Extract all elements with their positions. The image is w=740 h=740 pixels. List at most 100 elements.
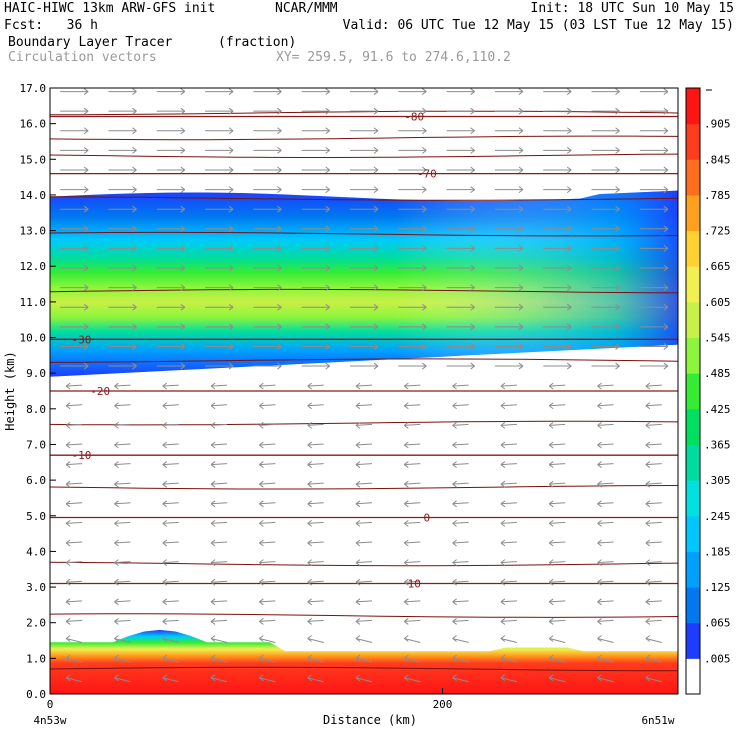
vector-arrow [114, 382, 131, 390]
vector-arrow [548, 674, 566, 683]
vector-arrow [452, 519, 469, 527]
vector-arrow [259, 559, 276, 567]
colorbar-frame [685, 87, 701, 695]
vector-arrow [500, 421, 517, 429]
vector-arrow [500, 402, 517, 410]
vector-arrow [156, 166, 186, 174]
vector-arrow [162, 635, 179, 644]
colorbar-label: .665 [704, 260, 731, 273]
vector-arrow [350, 205, 379, 213]
vector-arrow [301, 245, 330, 252]
vector-arrow [446, 362, 475, 370]
vector-arrow [156, 225, 186, 233]
vector-arrow [307, 480, 324, 488]
vector-arrow [494, 107, 524, 115]
vector-arrow [404, 480, 421, 488]
vector-arrow [404, 674, 421, 683]
theta-contour-line [50, 485, 678, 490]
vector-arrow [108, 166, 137, 174]
vector-arrow [355, 578, 373, 586]
vector-arrow [543, 166, 572, 174]
vector-arrow [500, 441, 517, 449]
vector-arrow [645, 461, 662, 468]
vector-arrow [355, 421, 373, 429]
vector-arrow [446, 264, 475, 272]
colorbar [685, 87, 701, 695]
colorbar-label: .245 [704, 510, 731, 523]
vector-arrow [307, 382, 324, 390]
theta-contour-line [50, 110, 678, 116]
x-axis-label: Distance (km) [323, 713, 417, 727]
vector-arrow [452, 559, 469, 567]
vector-arrow [350, 88, 379, 95]
vector-arrow [645, 402, 662, 410]
vector-arrow [210, 519, 228, 527]
vector-arrow [452, 635, 469, 644]
vector-arrow [398, 264, 427, 272]
vector-arrow [253, 107, 282, 115]
vector-arrow [639, 127, 669, 135]
vector-arrow [398, 205, 427, 213]
vector-arrow [307, 578, 324, 586]
vector-arrow [162, 674, 179, 683]
vector-arrow [65, 461, 83, 468]
vector-arrow [591, 343, 620, 350]
vector-arrow [253, 88, 282, 95]
colorbar-swatch [686, 480, 700, 517]
vector-arrow [210, 559, 228, 567]
vector-arrow [307, 598, 324, 606]
vector-arrow [350, 166, 379, 174]
vector-arrow [210, 402, 228, 410]
vector-arrow [591, 284, 620, 292]
theta-contour-line [50, 358, 678, 363]
vector-arrow [645, 441, 662, 449]
vector-arrow [307, 519, 324, 527]
vector-arrow [114, 441, 131, 449]
vector-arrow [259, 461, 276, 468]
vector-arrow [446, 225, 475, 233]
vector-arrow [114, 578, 131, 586]
vector-arrow [65, 539, 83, 547]
vector-arrow [350, 225, 379, 233]
vector-arrow [60, 107, 89, 115]
vector-arrow [307, 654, 324, 663]
vector-arrow [162, 539, 179, 547]
vector-arrow [597, 480, 614, 488]
vector-arrow [500, 635, 518, 644]
plot-frame [49, 87, 679, 695]
vector-arrow [591, 225, 620, 233]
vector-arrow [65, 402, 83, 410]
vector-arrow [404, 461, 421, 468]
x-tick-label: 0 [47, 698, 54, 711]
vector-arrow [543, 225, 572, 233]
vector-arrow [398, 362, 427, 370]
vector-arrow [639, 343, 669, 350]
vector-arrow [65, 441, 83, 449]
vector-arrow [156, 323, 186, 331]
theta-contour-line [50, 153, 678, 158]
y-tick-label: 4.0 [26, 545, 46, 558]
theta-contour-line [50, 613, 678, 618]
contour-label: -30 [71, 333, 91, 346]
contour-label: -80 [404, 111, 424, 124]
vector-arrow [259, 598, 276, 606]
vector-arrow [494, 323, 524, 331]
colorbar-label: .425 [704, 403, 731, 416]
vector-arrow [162, 402, 179, 410]
vector-arrow [500, 654, 518, 663]
vector-arrow [253, 127, 282, 135]
vector-arrow [350, 323, 379, 331]
vector-arrow [548, 519, 566, 527]
vector-arrow [205, 264, 234, 272]
contour-label: -10 [71, 449, 91, 462]
y-tick-label: 0.0 [26, 688, 46, 701]
vector-arrow [548, 480, 566, 488]
vector-arrow [645, 654, 662, 663]
vector-arrow [205, 88, 234, 95]
colorbar-label: .845 [704, 153, 731, 166]
vector-arrow [494, 127, 524, 135]
vector-arrow [355, 635, 373, 644]
vector-arrow [500, 461, 517, 468]
vector-arrow [65, 500, 83, 508]
